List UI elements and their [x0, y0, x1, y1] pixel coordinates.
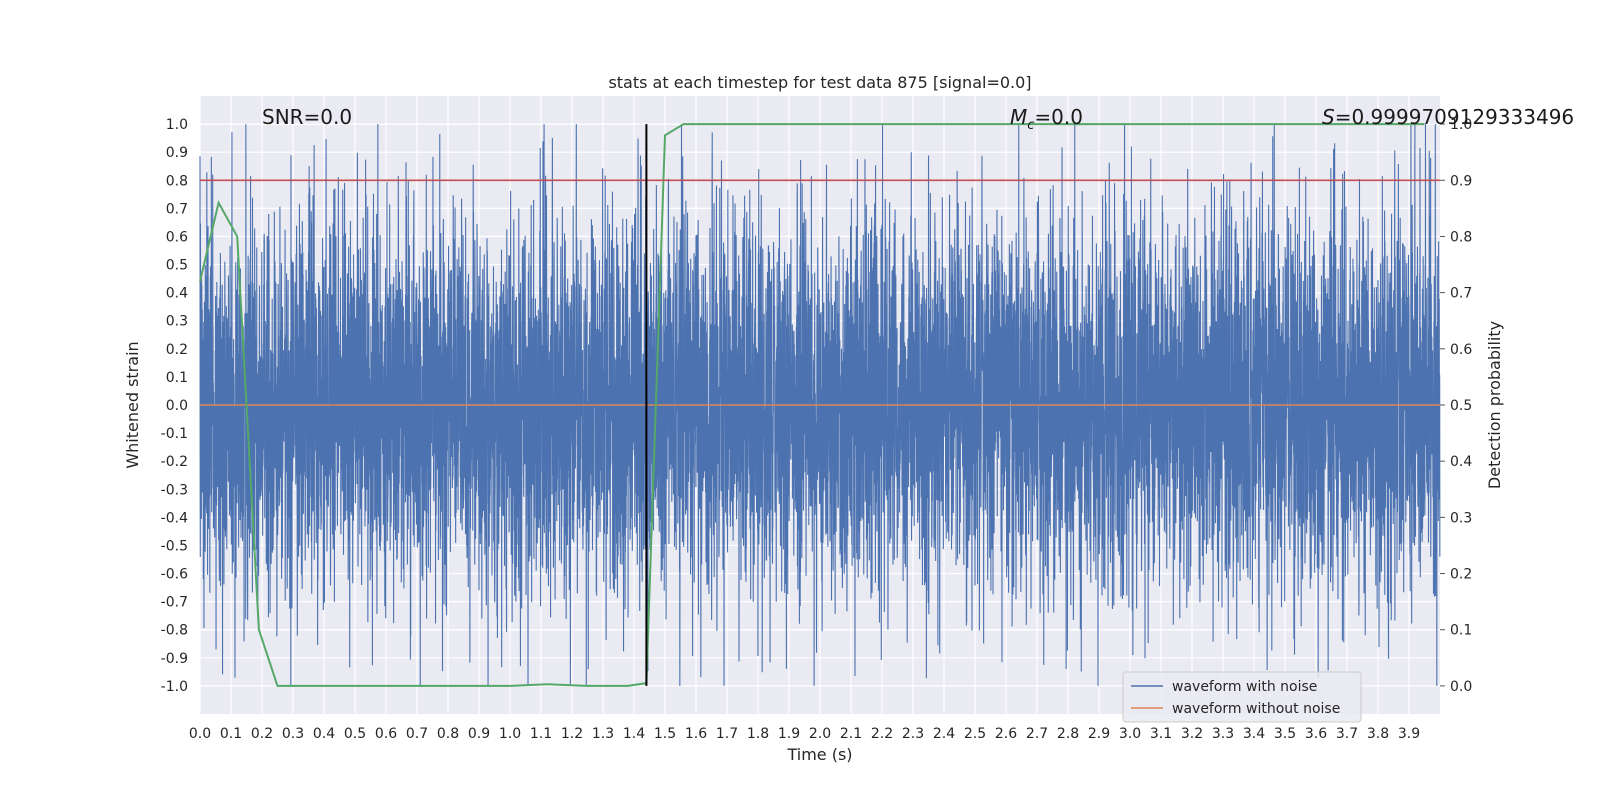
x-tick-label: 0.1 [220, 726, 242, 742]
y-axis-title: Whitened strain [123, 341, 142, 468]
y-tick-label: -0.6 [161, 567, 188, 583]
x-tick-label: 3.0 [1119, 726, 1141, 742]
x-tick-label: 2.8 [1057, 726, 1079, 742]
x-tick-label: 2.6 [995, 726, 1017, 742]
x-tick-label: 3.1 [1150, 726, 1172, 742]
y-tick-label: 0.9 [166, 145, 188, 161]
x-tick-label: 0.8 [437, 726, 459, 742]
y2-tick-label: 0.3 [1450, 510, 1472, 526]
y-tick-label: 0.3 [166, 314, 188, 330]
x-axis-title: Time (s) [786, 745, 852, 764]
score-annotation: S=0.9999709129333496 [1322, 105, 1574, 129]
x-tick-label: 0.4 [313, 726, 335, 742]
y2-tick-label: 0.1 [1450, 623, 1472, 639]
y2-tick-label: 0.6 [1450, 342, 1472, 358]
x-tick-label: 2.5 [964, 726, 986, 742]
y-tick-label: -0.8 [161, 623, 188, 639]
legend-label-noise: waveform with noise [1172, 679, 1317, 695]
series-detection-probability [199, 123, 1425, 687]
chirp-mass-symbol: M [1010, 105, 1027, 129]
reference-lines [200, 124, 1440, 686]
x-tick-label: 1.9 [778, 726, 800, 742]
y2-tick-labels: 1.0 0.9 0.8 0.7 0.6 0.5 0.4 0.3 0.2 0.1 0.0 [1440, 117, 1472, 695]
x-tick-label: 3.8 [1367, 726, 1389, 742]
y2-axis-title: Detection probability [1485, 321, 1504, 489]
snr-annotation: SNR=0.0 [262, 105, 352, 129]
x-tick-label: 0.5 [344, 726, 366, 742]
chirp-mass-subscript: c [1027, 118, 1034, 133]
x-tick-label: 3.9 [1398, 726, 1420, 742]
y-tick-label: -0.9 [161, 651, 188, 667]
x-tick-label: 0.3 [282, 726, 304, 742]
x-tick-label: 1.6 [685, 726, 707, 742]
y2-tick-label: 0.0 [1450, 679, 1472, 695]
y2-tick-label: 0.8 [1450, 229, 1472, 245]
y-tick-label: 0.8 [166, 173, 188, 189]
x-tick-label: 1.0 [499, 726, 521, 742]
series-waveform-with-noise [199, 124, 1441, 686]
y2-tick-label: 1.0 [1450, 117, 1472, 133]
x-tick-label: 3.3 [1212, 726, 1234, 742]
y-tick-label: 0.0 [166, 398, 188, 414]
y-tick-label: -0.4 [161, 510, 188, 526]
x-tick-label: 0.0 [189, 726, 211, 742]
score-symbol: S [1322, 105, 1335, 129]
y-tick-label: 1.0 [166, 117, 188, 133]
x-tick-label: 3.2 [1181, 726, 1203, 742]
detection-probability-line [199, 123, 1425, 687]
x-tick-label: 2.2 [871, 726, 893, 742]
x-tick-label: 1.1 [530, 726, 552, 742]
chart-title: stats at each timestep for test data 875… [608, 73, 1031, 92]
legend-label-clean: waveform without noise [1172, 701, 1340, 717]
x-tick-label: 2.7 [1026, 726, 1048, 742]
y-tick-label: 0.1 [166, 370, 188, 386]
x-tick-label: 3.6 [1305, 726, 1327, 742]
x-tick-label: 2.3 [902, 726, 924, 742]
x-tick-labels: 0.0 0.1 0.2 0.3 0.4 0.5 0.6 0.7 0.8 0.9 1.0 1.1 1.2 1… [189, 726, 1420, 742]
x-tick-label: 0.7 [406, 726, 428, 742]
y-tick-label: -0.2 [161, 454, 188, 470]
x-tick-label: 2.9 [1088, 726, 1110, 742]
y-tick-label: 0.2 [166, 342, 188, 358]
chirp-mass-value: =0.0 [1034, 105, 1083, 129]
x-tick-label: 1.3 [592, 726, 614, 742]
y2-tick-label: 0.2 [1450, 567, 1472, 583]
y-tick-label: -1.0 [161, 679, 188, 695]
x-tick-label: 2.0 [809, 726, 831, 742]
y-tick-label: 0.6 [166, 229, 188, 245]
x-tick-label: 0.6 [375, 726, 397, 742]
x-tick-label: 1.8 [747, 726, 769, 742]
x-tick-label: 0.2 [251, 726, 273, 742]
x-tick-label: 2.4 [933, 726, 955, 742]
y-tick-label: -0.5 [161, 538, 188, 554]
y-tick-label: 0.5 [166, 258, 188, 274]
y-tick-label: 0.4 [166, 286, 188, 302]
x-tick-label: 3.5 [1274, 726, 1296, 742]
waveform-with-noise-line [199, 124, 1441, 686]
y2-tick-label: 0.4 [1450, 454, 1472, 470]
y2-tick-label: 0.5 [1450, 398, 1472, 414]
x-tick-label: 3.7 [1336, 726, 1358, 742]
x-tick-label: 0.9 [468, 726, 490, 742]
chirp-mass-annotation: Mc=0.0 [1010, 105, 1083, 133]
x-tick-label: 1.4 [623, 726, 645, 742]
x-tick-label: 1.5 [654, 726, 676, 742]
score-value: =0.9999709129333496 [1335, 105, 1574, 129]
x-tick-label: 1.2 [561, 726, 583, 742]
x-tick-label: 3.4 [1243, 726, 1265, 742]
x-tick-label: 2.1 [840, 726, 862, 742]
y2-tick-label: 0.7 [1450, 286, 1472, 302]
y-tick-label: 0.7 [166, 201, 188, 217]
y-tick-label: -0.3 [161, 482, 188, 498]
y2-tick-label: 0.9 [1450, 173, 1472, 189]
y-tick-label: -0.7 [161, 595, 188, 611]
x-tick-label: 1.7 [716, 726, 738, 742]
legend: waveform with noise waveform without noi… [1122, 671, 1362, 723]
y-tick-label: -0.1 [161, 426, 188, 442]
legend-box [1122, 671, 1362, 723]
y-tick-labels: 1.0 0.9 0.8 0.7 0.6 0.5 0.4 0.3 0.2 0.1 0.0 -0.1 -0.… [161, 117, 188, 695]
